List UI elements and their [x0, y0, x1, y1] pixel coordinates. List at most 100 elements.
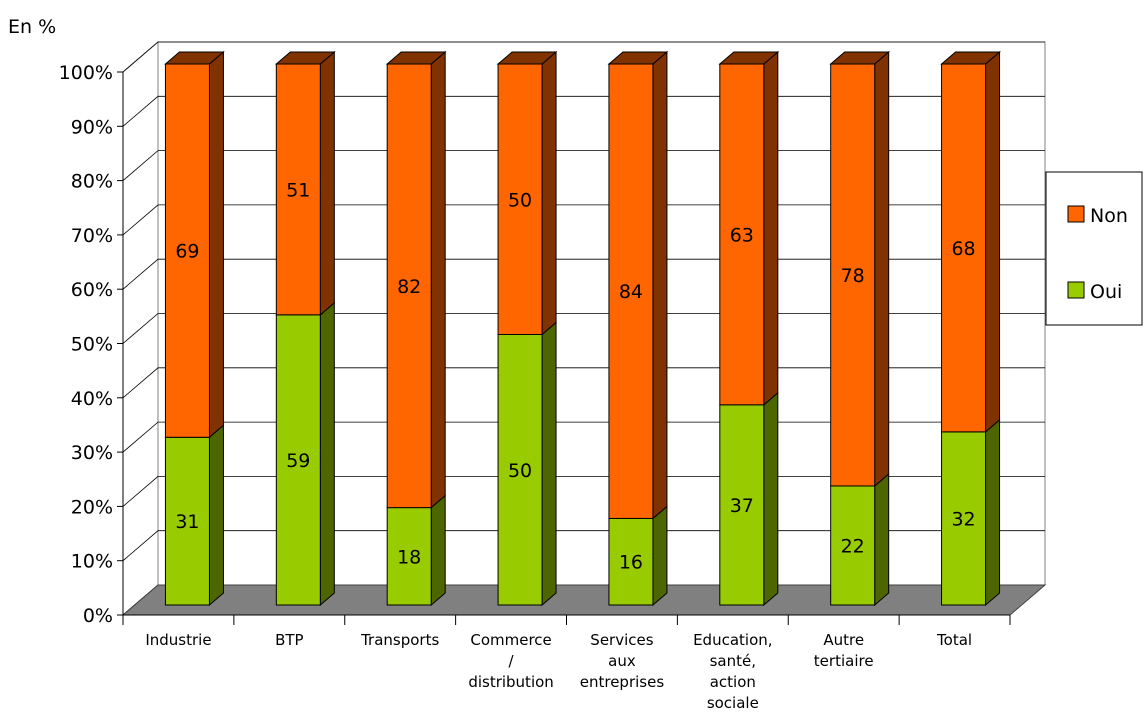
x-category-label-line: Autre	[823, 631, 864, 649]
gridline	[122, 41, 1045, 73]
bar-group: 37 63	[718, 50, 780, 607]
bar-oui-side	[985, 418, 1001, 607]
y-tick-label: 60%	[71, 279, 113, 301]
bar-non-value-label: 51	[286, 179, 310, 201]
unit-label: En %	[8, 16, 56, 38]
bar-oui	[386, 507, 432, 606]
y-tick-label: 40%	[71, 388, 113, 410]
bar-top-face	[274, 51, 336, 65]
bar-top-face	[496, 51, 558, 65]
x-category-label-line: aux	[608, 652, 636, 670]
bar-group: 22 78	[829, 50, 891, 607]
bar-non	[719, 63, 765, 406]
y-tick-label: 70%	[71, 225, 113, 247]
legend-swatch-oui	[1067, 281, 1085, 299]
bar-oui-value-label: 37	[730, 495, 754, 517]
x-category-label-line: /	[509, 652, 515, 670]
chart-floor	[121, 584, 1047, 616]
bar-non	[386, 63, 432, 509]
bar-non-value-label: 78	[841, 265, 865, 287]
bar-non-side	[208, 50, 224, 439]
x-category-label: Transports	[360, 631, 439, 649]
x-category-label-line: tertiaire	[814, 652, 874, 670]
bar-non-value-label: 82	[397, 276, 421, 298]
bar-oui	[719, 404, 765, 606]
bar-oui-value-label: 22	[841, 535, 865, 557]
bar-non-value-label: 84	[619, 281, 643, 303]
bar-top-face	[829, 51, 891, 65]
bar-oui-value-label: 31	[175, 511, 199, 533]
x-category-label-line: action	[710, 673, 756, 691]
x-category-label-line: distribution	[468, 673, 553, 691]
legend-box	[1045, 171, 1143, 326]
bar-top-face	[607, 51, 669, 65]
y-tick-label: 100%	[59, 62, 113, 84]
bar-non-side	[985, 50, 1001, 433]
bar-non	[275, 63, 321, 316]
x-category-label-line: BTP	[275, 631, 304, 649]
y-tick-label: 90%	[71, 116, 113, 138]
bar-oui-side	[652, 505, 668, 607]
x-category-label-line: Education,	[693, 631, 772, 649]
bar-oui-side	[208, 424, 224, 607]
x-category-label: Total	[936, 631, 972, 649]
x-category-label: Services aux entreprises	[580, 631, 665, 691]
x-category-label-line: Total	[936, 631, 972, 649]
x-category-label: Commerce / distribution	[468, 631, 553, 691]
bar-oui	[608, 517, 654, 606]
floor-plane	[121, 584, 1047, 616]
y-tick-label: 30%	[71, 442, 113, 464]
legend: Non Oui	[1045, 171, 1143, 326]
bar-oui-value-label: 32	[951, 508, 975, 530]
y-tick-label: 80%	[71, 171, 113, 193]
x-category-label-line: sociale	[707, 694, 759, 712]
bar-non-side	[430, 50, 446, 509]
bar-top-face	[940, 51, 1001, 65]
x-category-label: Industrie	[145, 631, 211, 649]
x-category-label-line: Services	[590, 631, 653, 649]
x-category-label: BTP	[275, 631, 304, 649]
bar-group: 59 51	[274, 50, 336, 607]
bar-non-value-label: 63	[730, 224, 754, 246]
legend-label-non: Non	[1090, 205, 1128, 227]
legend-swatch-non	[1067, 205, 1085, 223]
bar-oui-side	[430, 494, 446, 607]
x-category-label-line: Commerce	[470, 631, 551, 649]
bar-oui	[941, 431, 987, 606]
chart-back-wall	[122, 40, 1046, 617]
bar-non	[941, 63, 987, 433]
y-tick-label: 20%	[71, 496, 113, 518]
bar-non-side	[652, 50, 668, 520]
y-tick-label: 50%	[71, 334, 113, 356]
bar-group: 31 69	[164, 50, 225, 607]
bar-non-side	[874, 50, 890, 488]
bar-non-side	[319, 50, 335, 316]
bar-oui	[497, 334, 543, 606]
bar-oui-side	[874, 472, 890, 607]
y-tick-label: 0%	[83, 605, 113, 627]
bar-non	[497, 63, 543, 335]
x-category-label: Education, santé, action sociale	[693, 631, 772, 712]
x-category-label-line: Transports	[360, 631, 439, 649]
bar-non	[164, 63, 210, 438]
x-category-label-line: Industrie	[145, 631, 211, 649]
bar-non	[608, 63, 654, 519]
bar-non-value-label: 68	[951, 238, 975, 260]
bar-top-face	[718, 51, 780, 65]
bar-non-side	[541, 50, 557, 336]
bar-oui-value-label: 59	[286, 450, 310, 472]
bar-oui-value-label: 50	[508, 460, 532, 482]
x-axis: Industrie BTP Transports Commerce / distribut…	[122, 614, 1011, 712]
bar-non-side	[763, 50, 779, 406]
bar-oui	[275, 314, 321, 606]
y-tick-label: 10%	[71, 551, 113, 573]
bar-oui-value-label: 18	[397, 546, 421, 568]
x-category-label-line: santé,	[710, 652, 756, 670]
bar-group: 50 50	[496, 50, 558, 607]
y-axis: 0% 10% 20% 30% 40% 50% 60% 70% 80% 90% 100%	[59, 62, 124, 627]
bar-oui-side	[541, 321, 557, 607]
bar-oui-side	[319, 301, 335, 607]
